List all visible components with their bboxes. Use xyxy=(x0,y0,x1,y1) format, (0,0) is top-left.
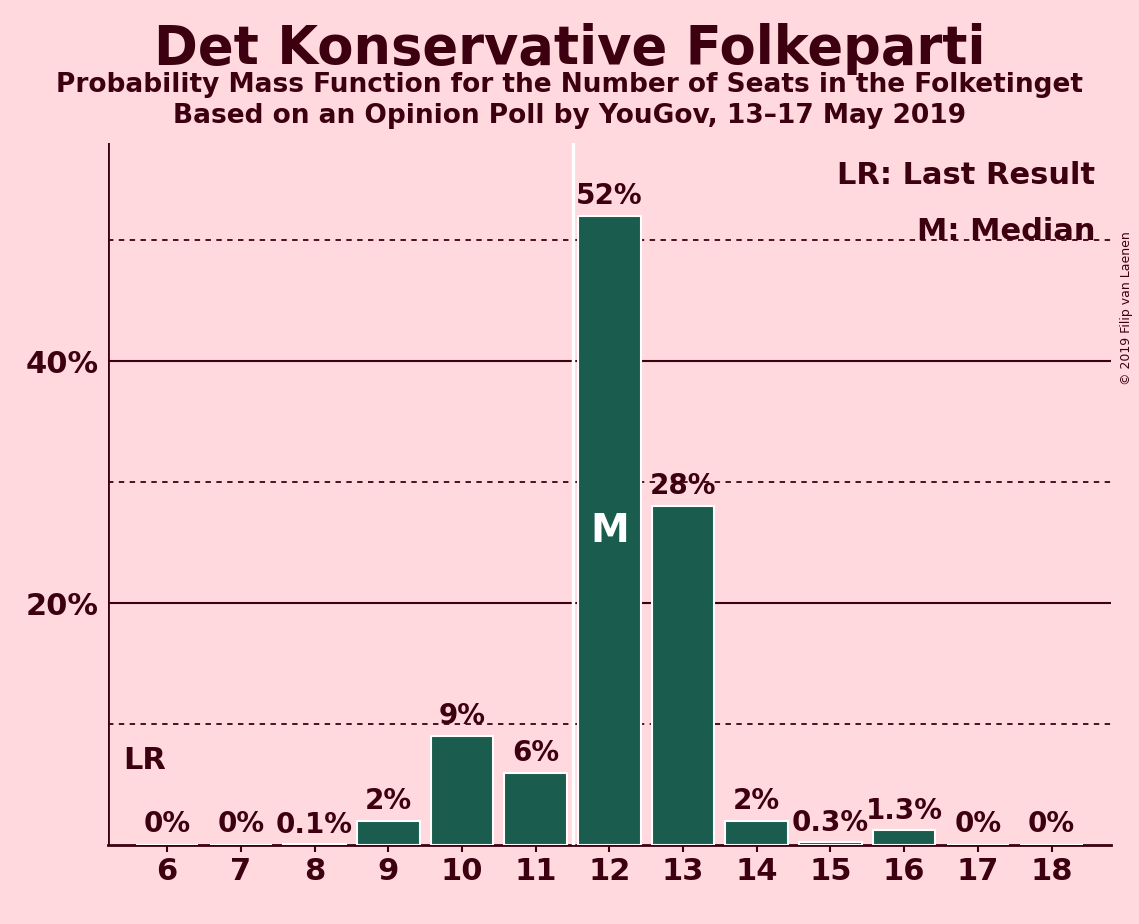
Text: 1.3%: 1.3% xyxy=(866,796,943,825)
Text: 0.1%: 0.1% xyxy=(276,811,353,839)
Text: Based on an Opinion Poll by YouGov, 13–17 May 2019: Based on an Opinion Poll by YouGov, 13–1… xyxy=(173,103,966,129)
Text: 2%: 2% xyxy=(364,787,412,815)
Text: 6%: 6% xyxy=(513,739,559,767)
Text: 0%: 0% xyxy=(954,810,1001,838)
Text: M: Median: M: Median xyxy=(917,217,1096,246)
Text: Probability Mass Function for the Number of Seats in the Folketinget: Probability Mass Function for the Number… xyxy=(56,72,1083,98)
Text: LR: LR xyxy=(123,747,166,775)
Bar xyxy=(652,506,714,845)
Bar xyxy=(800,842,862,845)
Text: 0%: 0% xyxy=(218,810,264,838)
Text: 2%: 2% xyxy=(734,787,780,815)
Text: 0.3%: 0.3% xyxy=(792,809,869,837)
Bar xyxy=(505,772,567,845)
Bar xyxy=(872,830,935,845)
Text: © 2019 Filip van Laenen: © 2019 Filip van Laenen xyxy=(1121,231,1133,384)
Bar xyxy=(577,216,640,845)
Text: LR: Last Result: LR: Last Result xyxy=(837,161,1096,189)
Text: 52%: 52% xyxy=(576,182,642,210)
Bar xyxy=(431,736,493,845)
Text: M: M xyxy=(590,512,629,550)
Bar xyxy=(726,821,788,845)
Text: 0%: 0% xyxy=(144,810,190,838)
Text: 28%: 28% xyxy=(650,472,716,501)
Text: Det Konservative Folkeparti: Det Konservative Folkeparti xyxy=(154,23,985,75)
Text: 0%: 0% xyxy=(1029,810,1075,838)
Text: 9%: 9% xyxy=(439,702,485,731)
Bar xyxy=(357,821,419,845)
